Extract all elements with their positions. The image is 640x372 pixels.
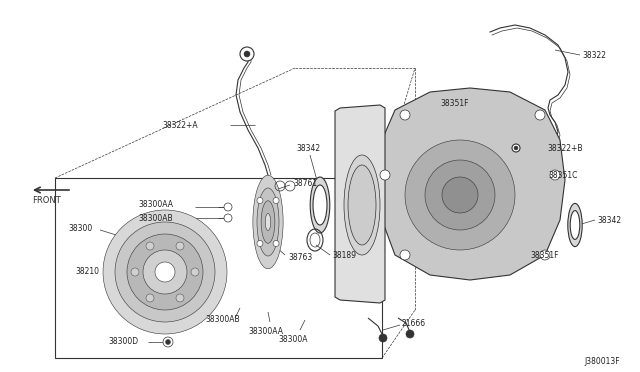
Text: 38300AB: 38300AB xyxy=(205,315,239,324)
Polygon shape xyxy=(378,88,565,280)
Circle shape xyxy=(131,268,139,276)
Circle shape xyxy=(425,160,495,230)
Text: 38189: 38189 xyxy=(332,251,356,260)
Text: 38210: 38210 xyxy=(75,267,99,276)
Circle shape xyxy=(163,337,173,347)
Circle shape xyxy=(379,334,387,342)
Circle shape xyxy=(176,242,184,250)
Circle shape xyxy=(535,110,545,120)
Text: J380013F: J380013F xyxy=(584,357,620,366)
Circle shape xyxy=(257,240,263,247)
Text: 38322+B: 38322+B xyxy=(547,144,582,153)
Ellipse shape xyxy=(310,177,330,233)
Circle shape xyxy=(176,294,184,302)
Circle shape xyxy=(442,177,478,213)
Circle shape xyxy=(143,250,187,294)
Circle shape xyxy=(146,242,154,250)
Circle shape xyxy=(244,51,250,57)
Text: 38342: 38342 xyxy=(597,215,621,224)
Circle shape xyxy=(103,210,227,334)
Text: 38322+A: 38322+A xyxy=(162,121,198,129)
Circle shape xyxy=(191,268,199,276)
Text: 38300: 38300 xyxy=(68,224,92,232)
Text: 38322: 38322 xyxy=(582,51,606,60)
Ellipse shape xyxy=(253,175,283,269)
Circle shape xyxy=(400,110,410,120)
Ellipse shape xyxy=(313,185,327,225)
Circle shape xyxy=(240,47,254,61)
Ellipse shape xyxy=(568,203,582,247)
Circle shape xyxy=(146,294,154,302)
Ellipse shape xyxy=(257,188,279,256)
Text: 21666: 21666 xyxy=(402,318,426,327)
Circle shape xyxy=(166,340,170,344)
Ellipse shape xyxy=(265,214,271,231)
Ellipse shape xyxy=(344,155,380,255)
Circle shape xyxy=(224,214,232,222)
Circle shape xyxy=(115,222,215,322)
Text: 38761: 38761 xyxy=(293,179,317,187)
Text: 38300AA: 38300AA xyxy=(248,327,283,337)
Circle shape xyxy=(273,198,279,203)
Text: 38300D: 38300D xyxy=(108,337,138,346)
Circle shape xyxy=(406,330,414,338)
Text: 38351F: 38351F xyxy=(440,99,468,108)
Circle shape xyxy=(514,146,518,150)
Circle shape xyxy=(550,170,560,180)
Text: 38763: 38763 xyxy=(288,253,312,262)
Circle shape xyxy=(127,234,203,310)
Text: 38300AB: 38300AB xyxy=(138,214,173,222)
Text: 38342: 38342 xyxy=(296,144,320,153)
Circle shape xyxy=(155,262,175,282)
Circle shape xyxy=(405,140,515,250)
Circle shape xyxy=(540,250,550,260)
Circle shape xyxy=(380,170,390,180)
Circle shape xyxy=(224,203,232,211)
Text: FRONT: FRONT xyxy=(32,196,61,205)
Text: 38351F: 38351F xyxy=(530,250,559,260)
Polygon shape xyxy=(335,105,385,303)
Ellipse shape xyxy=(570,211,580,240)
Text: 38351C: 38351C xyxy=(548,170,577,180)
Text: 38300AA: 38300AA xyxy=(138,199,173,208)
Ellipse shape xyxy=(348,165,376,245)
Text: 38300A: 38300A xyxy=(278,336,307,344)
Circle shape xyxy=(257,198,263,203)
Bar xyxy=(55,178,382,358)
Ellipse shape xyxy=(261,201,275,243)
Circle shape xyxy=(400,250,410,260)
Circle shape xyxy=(512,144,520,152)
Circle shape xyxy=(273,240,279,247)
